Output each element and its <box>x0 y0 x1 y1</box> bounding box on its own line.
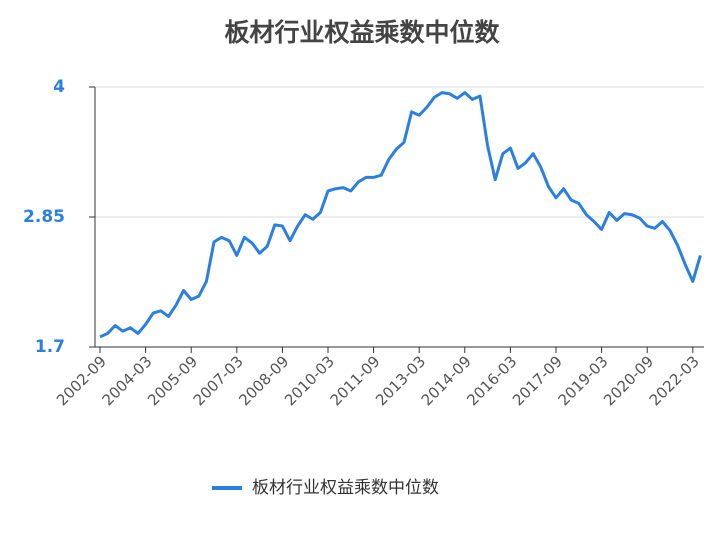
y-tick-label: 2.85 <box>23 207 65 227</box>
legend-label: 板材行业权益乘数中位数 <box>252 478 439 498</box>
data-line <box>99 91 702 339</box>
chart-title: 板材行业权益乘数中位数 <box>224 18 500 47</box>
y-tick-label: 1.7 <box>35 337 65 357</box>
y-tick-label: 4 <box>53 77 65 97</box>
x-tick-label: 2022-03 <box>646 352 703 409</box>
